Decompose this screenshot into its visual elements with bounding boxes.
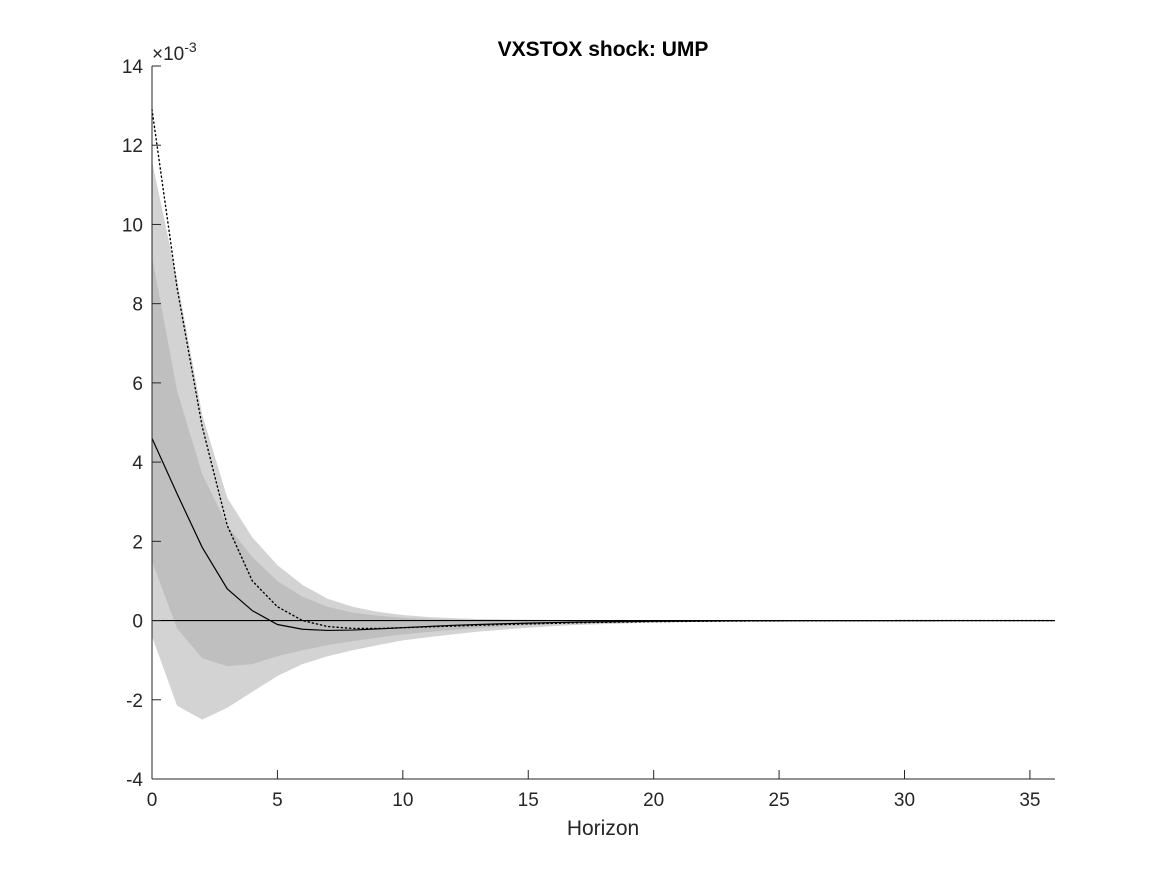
y-tick-label: 2 [132,532,143,553]
y-tick-label: -2 [126,691,143,712]
x-axis-title: Horizon [567,817,639,840]
y-tick-label: -4 [126,770,143,791]
y-axis-exponent-power: -3 [184,39,197,55]
x-tick-label: 10 [392,790,413,811]
y-tick-label: 0 [132,612,143,633]
series-lines [151,108,1056,632]
confidence-bands [152,161,1055,720]
x-tick-label: 20 [643,790,664,811]
band-inner [152,256,1055,667]
x-tick-label: 0 [147,790,158,811]
y-tick-label: 14 [122,57,144,78]
y-tick-label: 8 [132,295,143,316]
x-tick-label: 15 [518,790,539,811]
series-line-dotted [151,108,1056,630]
y-tick-label: 4 [132,453,143,474]
x-tick-label: 5 [272,790,283,811]
y-axis-exponent-base: ×10 [152,44,184,65]
x-tick-label: 30 [894,790,915,811]
x-tick-label: 35 [1019,790,1040,811]
axes [151,65,1055,780]
y-tick-label: 10 [122,215,143,236]
y-tick-label: 12 [122,136,143,157]
y-axis-exponent-label: ×10-3 [152,39,197,65]
y-tick-label: 6 [132,374,143,395]
tick-labels: -4 -2 0 2 4 6 8 10 12 14 0 5 10 15 20 25 30 35 [122,57,1041,811]
x-tick-label: 25 [769,790,790,811]
chart-title: VXSTOX shock: UMP [498,38,709,61]
